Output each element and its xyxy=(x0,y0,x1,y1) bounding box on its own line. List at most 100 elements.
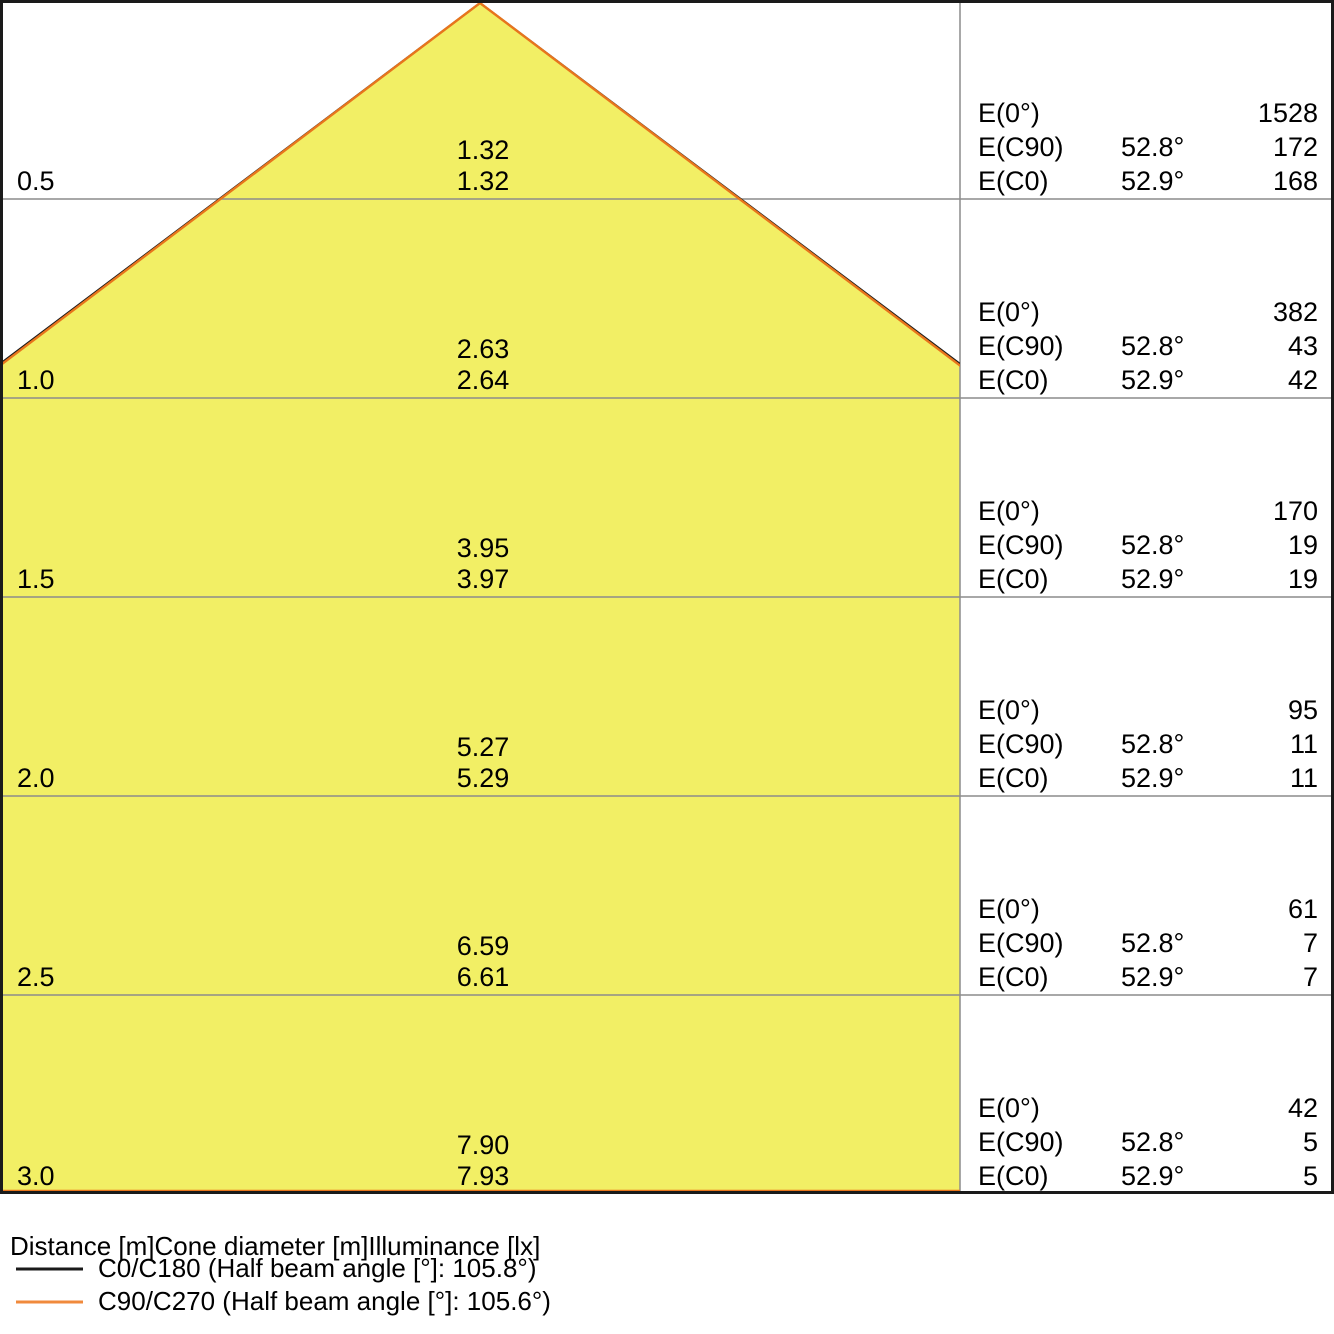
ec0-value: 7 xyxy=(1302,962,1318,992)
ec90-angle: 52.8° xyxy=(1121,928,1185,958)
e0-line: E(0°) 382 xyxy=(963,295,1334,329)
ec90-line: E(C90) 52.8° 7 xyxy=(963,926,1334,960)
e0-line: E(0°) 1528 xyxy=(963,96,1334,130)
distance-row-2-5m: 2.5 6.59 6.61 xyxy=(3,799,963,998)
e0-value: 95 xyxy=(1287,695,1318,725)
ec90-line: E(C90) 52.8° 43 xyxy=(963,329,1334,363)
distance-row-3-0m: 3.0 7.90 7.93 xyxy=(3,998,963,1197)
e0-value: 170 xyxy=(1272,496,1318,526)
ec90-line: E(C90) 52.8° 5 xyxy=(963,1125,1334,1159)
ec0-value: 19 xyxy=(1287,564,1318,594)
e0-line: E(0°) 61 xyxy=(963,892,1334,926)
e0-angle xyxy=(1121,693,1288,727)
ec90-label: E(C90) xyxy=(978,132,1064,162)
e0-label: E(0°) xyxy=(978,98,1040,128)
ec90-angle: 52.8° xyxy=(1121,331,1185,361)
legend-item-c0-c180: C0/C180 (Half beam angle [°]: 105.8°) xyxy=(16,1252,536,1285)
ec90-label: E(C90) xyxy=(978,1127,1064,1157)
distance-label: 2.5 xyxy=(17,962,55,992)
ec0-angle: 52.9° xyxy=(1121,564,1185,594)
e0-label: E(0°) xyxy=(978,297,1040,327)
ec0-label: E(C0) xyxy=(978,564,1049,594)
ec0-angle: 52.9° xyxy=(1121,1161,1185,1191)
ec0-line: E(C0) 52.9° 7 xyxy=(963,960,1334,994)
e0-angle xyxy=(1121,494,1273,528)
ec90-value: 43 xyxy=(1287,331,1318,361)
distance-row-1-5m: 1.5 3.95 3.97 xyxy=(3,401,963,600)
ec0-value: 42 xyxy=(1287,365,1318,395)
illuminance-cell-2-0m: E(0°) 95 E(C90) 52.8° 11 E(C0) 52.9° 11 xyxy=(963,600,1334,799)
cone-plot xyxy=(3,3,1331,1191)
legend-item-c90-c270: C90/C270 (Half beam angle [°]: 105.6°) xyxy=(16,1285,551,1318)
ec90-value: 5 xyxy=(1302,1127,1318,1157)
e0-line: E(0°) 42 xyxy=(963,1091,1334,1125)
ec0-line: E(C0) 52.9° 5 xyxy=(963,1159,1334,1193)
ec0-angle: 52.9° xyxy=(1121,962,1185,992)
e0-line: E(0°) 170 xyxy=(963,494,1334,528)
illuminance-cell-0-5m: E(0°) 1528 E(C90) 52.8° 172 E(C0) 52.9° … xyxy=(963,3,1334,202)
illuminance-cell-3-0m: E(0°) 42 E(C90) 52.8° 5 E(C0) 52.9° 5 xyxy=(963,998,1334,1197)
illuminance-cell-1-5m: E(0°) 170 E(C90) 52.8° 19 E(C0) 52.9° 19 xyxy=(963,401,1334,600)
cone-diameter-c90: 3.95 xyxy=(456,533,510,563)
cone-diameter-labels: 5.27 5.29 xyxy=(3,732,963,794)
distance-label: 1.5 xyxy=(17,564,55,594)
illuminance-cell-2-5m: E(0°) 61 E(C90) 52.8° 7 E(C0) 52.9° 7 xyxy=(963,799,1334,998)
cone-diameter-c90: 1.32 xyxy=(456,135,510,165)
e0-line: E(0°) 95 xyxy=(963,693,1334,727)
ec90-angle: 52.8° xyxy=(1121,1127,1185,1157)
ec90-line: E(C90) 52.8° 172 xyxy=(963,130,1334,164)
distance-label: 2.0 xyxy=(17,763,55,793)
cone-diameter-c90: 6.59 xyxy=(456,931,510,961)
cone-diameter-c0: 3.97 xyxy=(456,564,510,594)
legend-label-c0-c180: C0/C180 (Half beam angle [°]: 105.8°) xyxy=(98,1253,537,1283)
ec90-label: E(C90) xyxy=(978,729,1064,759)
ec90-value: 19 xyxy=(1287,530,1318,560)
e0-label: E(0°) xyxy=(978,695,1040,725)
cone-diameter-c0: 6.61 xyxy=(456,962,510,992)
ec0-label: E(C0) xyxy=(978,365,1049,395)
cone-diameter-c90: 5.27 xyxy=(456,732,510,762)
e0-label: E(0°) xyxy=(978,894,1040,924)
ec0-angle: 52.9° xyxy=(1121,763,1185,793)
ec0-line: E(C0) 52.9° 19 xyxy=(963,562,1334,596)
ec0-label: E(C0) xyxy=(978,962,1049,992)
ec0-label: E(C0) xyxy=(978,1161,1049,1191)
e0-angle xyxy=(1121,96,1258,130)
ec0-label: E(C0) xyxy=(978,763,1049,793)
cone-diameter-c0: 5.29 xyxy=(456,763,510,793)
ec0-line: E(C0) 52.9° 11 xyxy=(963,761,1334,795)
ec0-line: E(C0) 52.9° 168 xyxy=(963,164,1334,198)
e0-value: 61 xyxy=(1287,894,1318,924)
distance-label: 3.0 xyxy=(17,1161,55,1191)
cone-diameter-labels: 6.59 6.61 xyxy=(3,931,963,993)
axes-caption: Distance [m]Cone diameter [m]Illuminance… xyxy=(10,1231,541,1261)
cone-diameter-c0: 2.64 xyxy=(456,365,510,395)
distance-label: 0.5 xyxy=(17,166,55,196)
distance-row-1-0m: 1.0 2.63 2.64 xyxy=(3,202,963,401)
cone-diameter-c0: 7.93 xyxy=(456,1161,510,1191)
cone-diameter-c0: 1.32 xyxy=(456,166,510,196)
e0-value: 1528 xyxy=(1257,98,1318,128)
e0-value: 42 xyxy=(1287,1093,1318,1123)
ec90-label: E(C90) xyxy=(978,928,1064,958)
ec90-value: 7 xyxy=(1302,928,1318,958)
e0-angle xyxy=(1121,1091,1288,1125)
ec90-label: E(C90) xyxy=(978,331,1064,361)
c0-c180-line-swatch-icon xyxy=(16,1267,83,1270)
distance-row-0-5m: 0.5 1.32 1.32 xyxy=(3,3,963,202)
ec0-value: 11 xyxy=(1289,763,1318,793)
distance-label: 1.0 xyxy=(17,365,55,395)
ec90-value: 11 xyxy=(1289,729,1318,759)
ec90-line: E(C90) 52.8° 11 xyxy=(963,727,1334,761)
e0-value: 382 xyxy=(1272,297,1318,327)
e0-angle xyxy=(1121,892,1288,926)
diagram-frame: 0.5 1.32 1.32 E(0°) 1528 E(C90) 52.8° 17… xyxy=(0,0,1334,1194)
c90-c270-line-swatch-icon xyxy=(16,1300,83,1303)
ec90-label: E(C90) xyxy=(978,530,1064,560)
cone-diameter-labels: 1.32 1.32 xyxy=(3,135,963,197)
ec90-value: 172 xyxy=(1272,132,1318,162)
ec0-angle: 52.9° xyxy=(1121,166,1185,196)
ec0-value: 5 xyxy=(1302,1161,1318,1191)
ec90-line: E(C90) 52.8° 19 xyxy=(963,528,1334,562)
ec90-angle: 52.8° xyxy=(1121,132,1185,162)
